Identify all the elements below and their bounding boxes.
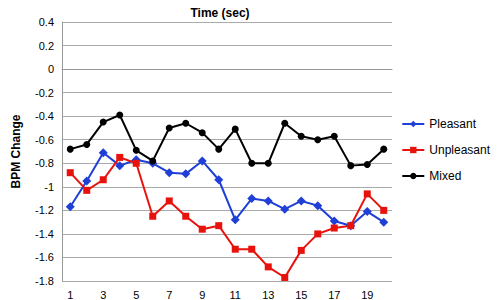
- svg-text:1: 1: [67, 289, 73, 300]
- svg-text:-1.6: -1.6: [35, 251, 54, 263]
- svg-text:-1.2: -1.2: [35, 204, 54, 216]
- svg-text:Unpleasant: Unpleasant: [429, 143, 490, 157]
- svg-text:3: 3: [100, 289, 106, 300]
- svg-text:0.4: 0.4: [39, 16, 54, 28]
- svg-text:-0.4: -0.4: [35, 110, 54, 122]
- svg-text:17: 17: [328, 289, 340, 300]
- svg-text:19: 19: [361, 289, 373, 300]
- svg-text:Pleasant: Pleasant: [429, 117, 476, 131]
- svg-text:0.2: 0.2: [39, 40, 54, 52]
- svg-text:5: 5: [133, 289, 139, 300]
- svg-text:-0.8: -0.8: [35, 157, 54, 169]
- svg-text:-0.2: -0.2: [35, 87, 54, 99]
- svg-text:BPM Change: BPM Change: [9, 114, 23, 188]
- svg-text:-1: -1: [44, 181, 54, 193]
- svg-text:15: 15: [295, 289, 307, 300]
- svg-text:11: 11: [230, 289, 241, 300]
- svg-text:-0.6: -0.6: [35, 134, 54, 146]
- svg-text:-1.4: -1.4: [35, 228, 54, 240]
- svg-text:0: 0: [48, 63, 54, 75]
- svg-text:13: 13: [262, 289, 274, 300]
- svg-text:7: 7: [166, 289, 172, 300]
- svg-text:Mixed: Mixed: [429, 169, 461, 183]
- svg-text:9: 9: [199, 289, 205, 300]
- svg-text:-1.8: -1.8: [35, 275, 54, 287]
- svg-text:Time (sec): Time (sec): [190, 6, 249, 20]
